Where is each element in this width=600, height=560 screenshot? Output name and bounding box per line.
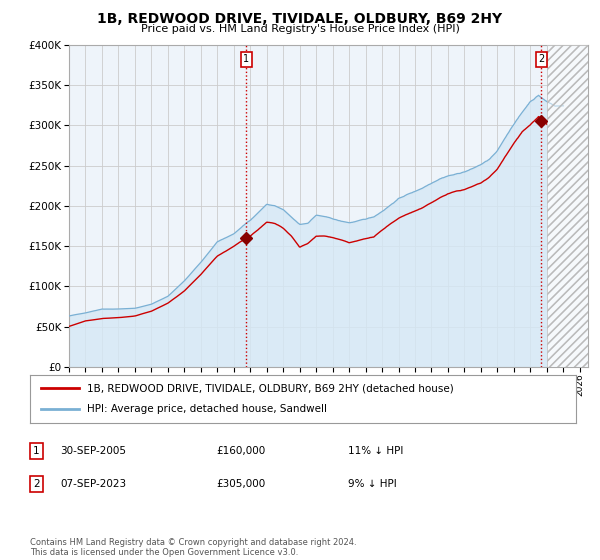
Text: 07-SEP-2023: 07-SEP-2023 bbox=[60, 479, 126, 489]
Text: 1B, REDWOOD DRIVE, TIVIDALE, OLDBURY, B69 2HY (detached house): 1B, REDWOOD DRIVE, TIVIDALE, OLDBURY, B6… bbox=[88, 383, 454, 393]
Text: 1: 1 bbox=[33, 446, 40, 456]
Text: 2: 2 bbox=[33, 479, 40, 489]
Text: Price paid vs. HM Land Registry's House Price Index (HPI): Price paid vs. HM Land Registry's House … bbox=[140, 24, 460, 34]
Text: £160,000: £160,000 bbox=[216, 446, 265, 456]
Text: HPI: Average price, detached house, Sandwell: HPI: Average price, detached house, Sand… bbox=[88, 404, 328, 414]
Text: 2: 2 bbox=[538, 54, 544, 64]
Text: 11% ↓ HPI: 11% ↓ HPI bbox=[348, 446, 403, 456]
Text: £305,000: £305,000 bbox=[216, 479, 265, 489]
Text: 1: 1 bbox=[243, 54, 249, 64]
Text: Contains HM Land Registry data © Crown copyright and database right 2024.
This d: Contains HM Land Registry data © Crown c… bbox=[30, 538, 356, 557]
Text: 1B, REDWOOD DRIVE, TIVIDALE, OLDBURY, B69 2HY: 1B, REDWOOD DRIVE, TIVIDALE, OLDBURY, B6… bbox=[97, 12, 503, 26]
Bar bbox=[547, 45, 588, 367]
Text: 30-SEP-2005: 30-SEP-2005 bbox=[60, 446, 126, 456]
Bar bbox=[547, 45, 588, 367]
Bar bbox=[547, 45, 588, 367]
Text: 9% ↓ HPI: 9% ↓ HPI bbox=[348, 479, 397, 489]
